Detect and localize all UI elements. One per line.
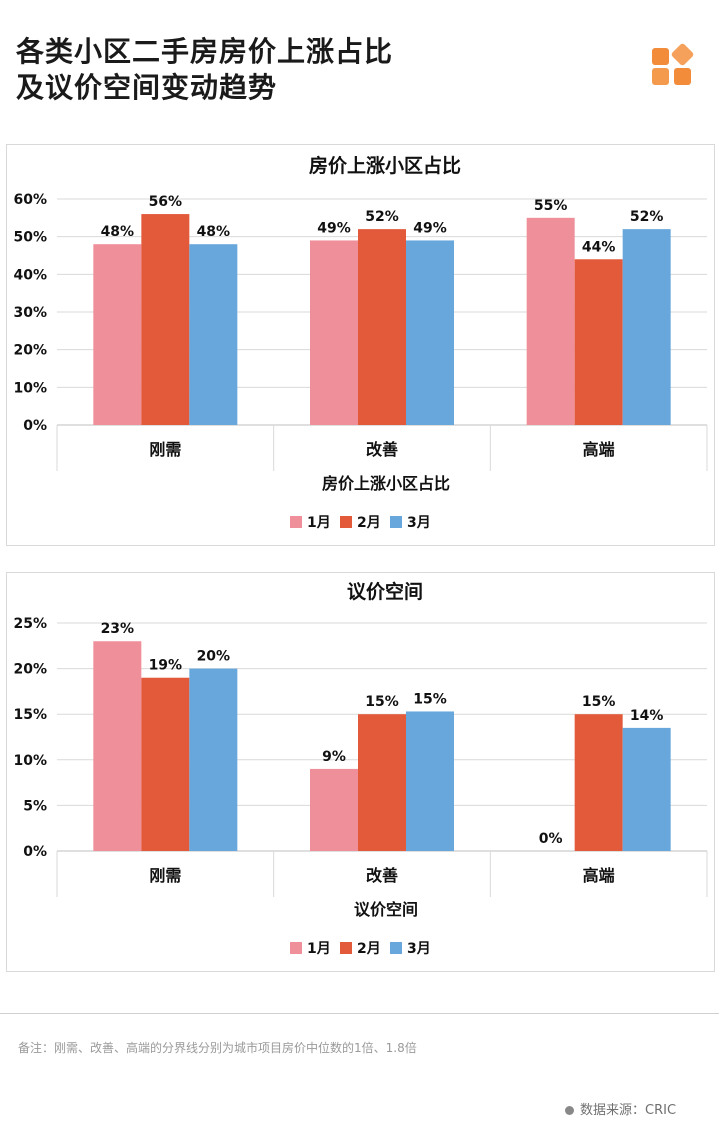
bar <box>93 641 142 851</box>
bar <box>358 714 406 851</box>
bar <box>526 217 575 425</box>
y-tick-label: 10% <box>13 380 47 396</box>
data-label: 49% <box>317 220 351 236</box>
page-title-line-1: 各类小区二手房房价上涨占比 <box>16 35 394 68</box>
category-label: 刚需 <box>149 440 181 459</box>
legend-label: 2月 <box>357 941 381 957</box>
y-tick-label: 5% <box>23 798 47 814</box>
data-source: 数据来源：CRIC <box>565 1099 676 1118</box>
data-label: 52% <box>630 209 664 225</box>
price-rise-chart: 房价上涨小区占比 0% 10% 20% 30% 40% 50% 60% 48% 56% 48% 刚需 4… <box>13 154 708 531</box>
data-label: 15% <box>413 691 447 707</box>
legend-swatch <box>340 942 352 954</box>
bar <box>622 229 671 425</box>
data-label: 55% <box>534 198 568 214</box>
data-label: 9% <box>322 749 346 765</box>
legend-label: 2月 <box>357 515 381 531</box>
logo-square-bottom-right <box>674 68 691 85</box>
data-label: 23% <box>101 621 135 637</box>
chart-panel-bargain-space: 议价空间 0% 5% 10% 15% 20% 25% 23% 19% 20% 刚需 9% 15% 15% 改… <box>6 572 715 972</box>
legend-label: 1月 <box>307 941 331 957</box>
four-squares-logo-icon <box>652 42 695 86</box>
y-tick-label: 25% <box>13 616 47 632</box>
bar <box>310 240 358 425</box>
page-title: 各类小区二手房房价上涨占比 及议价空间变动趋势 <box>16 34 393 106</box>
data-label: 49% <box>413 220 447 236</box>
bar <box>574 714 623 851</box>
y-tick-label: 0% <box>23 418 47 434</box>
category-label: 刚需 <box>149 866 181 885</box>
footer-divider <box>0 1013 719 1014</box>
legend-swatch <box>290 942 302 954</box>
data-label: 15% <box>582 694 616 710</box>
bar <box>189 668 238 851</box>
bullet-dot-icon <box>565 1106 574 1115</box>
category-label: 改善 <box>366 866 398 885</box>
bar <box>622 727 671 851</box>
legend-swatch <box>390 942 402 954</box>
x-axis-label: 议价空间 <box>354 900 418 919</box>
y-tick-label: 0% <box>23 844 47 860</box>
legend-label: 3月 <box>407 515 431 531</box>
chart-title: 议价空间 <box>347 580 423 603</box>
logo-square-top-right <box>670 42 695 67</box>
y-tick-label: 30% <box>13 305 47 321</box>
bar <box>574 259 623 425</box>
logo-square-top-left <box>652 48 669 65</box>
data-label: 20% <box>197 649 231 665</box>
data-label: 48% <box>197 224 231 240</box>
y-tick-label: 15% <box>13 707 47 723</box>
footnote: 备注：刚需、改善、高端的分界线分别为城市项目房价中位数的1倍、1.8倍 <box>18 1041 417 1055</box>
y-tick-label: 10% <box>13 753 47 769</box>
y-tick-label: 20% <box>13 343 47 359</box>
chart-title: 房价上涨小区占比 <box>309 154 461 177</box>
legend-swatch <box>390 516 402 528</box>
data-label: 19% <box>149 658 183 674</box>
legend-label: 3月 <box>407 941 431 957</box>
bar <box>358 229 406 425</box>
category-label: 高端 <box>583 866 615 885</box>
y-tick-label: 60% <box>13 192 47 208</box>
data-label: 52% <box>365 209 399 225</box>
data-label: 15% <box>365 694 399 710</box>
bar <box>93 244 142 425</box>
legend-swatch <box>340 516 352 528</box>
logo-square-bottom-left <box>652 68 669 85</box>
bar <box>141 677 190 851</box>
data-label: 48% <box>101 224 135 240</box>
data-source-text: 数据来源：CRIC <box>580 1103 677 1118</box>
x-axis-label: 房价上涨小区占比 <box>322 474 450 493</box>
bar <box>189 244 238 425</box>
data-label: 14% <box>630 708 664 724</box>
category-label: 高端 <box>583 440 615 459</box>
bar <box>141 214 190 425</box>
legend-label: 1月 <box>307 515 331 531</box>
legend-swatch <box>290 516 302 528</box>
y-tick-label: 50% <box>13 230 47 246</box>
data-label: 0% <box>539 831 563 847</box>
category-label: 改善 <box>366 440 398 459</box>
data-label: 44% <box>582 239 616 255</box>
chart-panel-price-rise: 房价上涨小区占比 0% 10% 20% 30% 40% 50% 60% 48% 56% 48% 刚需 4… <box>6 144 715 546</box>
bar <box>406 240 454 425</box>
y-tick-label: 40% <box>13 267 47 283</box>
bar <box>310 768 358 851</box>
y-tick-label: 20% <box>13 662 47 678</box>
data-label: 56% <box>149 194 183 210</box>
page-title-line-2: 及议价空间变动趋势 <box>16 71 278 104</box>
bargain-space-chart: 议价空间 0% 5% 10% 15% 20% 25% 23% 19% 20% 刚需 9% 15% 15% 改… <box>13 580 708 957</box>
bar <box>406 711 454 851</box>
